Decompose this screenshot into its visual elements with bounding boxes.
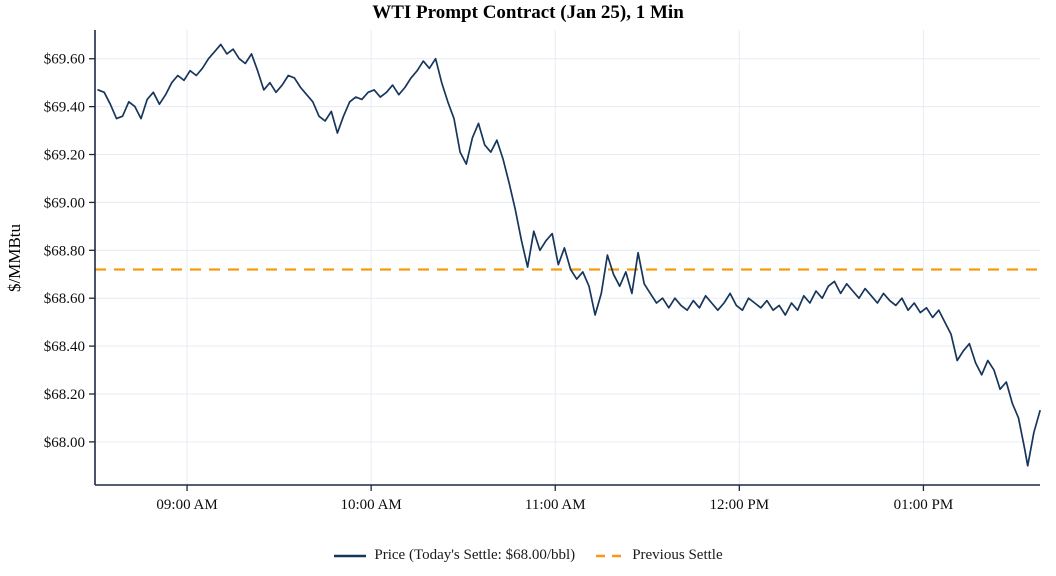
chart-legend: Price (Today's Settle: $68.00/bbl) Previ…	[0, 547, 1056, 564]
svg-text:12:00 PM: 12:00 PM	[710, 497, 770, 513]
price-line-swatch-icon	[334, 554, 367, 557]
svg-text:$68.20: $68.20	[44, 387, 85, 403]
chart-title: WTI Prompt Contract (Jan 25), 1 Min	[372, 2, 684, 23]
previous-settle-swatch-icon	[596, 554, 625, 557]
svg-text:$68.60: $68.60	[44, 291, 85, 307]
svg-text:$68.40: $68.40	[44, 339, 85, 355]
svg-text:09:00 AM: 09:00 AM	[156, 497, 217, 513]
legend-label-previous-settle: Previous Settle	[632, 547, 723, 563]
svg-text:$69.60: $69.60	[44, 52, 85, 68]
y-axis-label: $/MMBtu	[5, 223, 24, 292]
legend-label-price: Price (Today's Settle: $68.00/bbl)	[374, 547, 576, 563]
svg-text:10:00 AM: 10:00 AM	[341, 497, 402, 513]
svg-text:$69.00: $69.00	[44, 195, 85, 211]
svg-text:01:00 PM: 01:00 PM	[894, 497, 954, 513]
svg-text:$69.20: $69.20	[44, 148, 85, 164]
svg-text:$69.40: $69.40	[44, 100, 85, 116]
legend-item-previous-settle: Previous Settle	[595, 547, 723, 564]
svg-text:11:00 AM: 11:00 AM	[525, 497, 586, 513]
legend-item-price: Price (Today's Settle: $68.00/bbl)	[333, 547, 575, 564]
svg-text:$68.80: $68.80	[44, 243, 85, 259]
svg-text:$68.00: $68.00	[44, 435, 85, 451]
